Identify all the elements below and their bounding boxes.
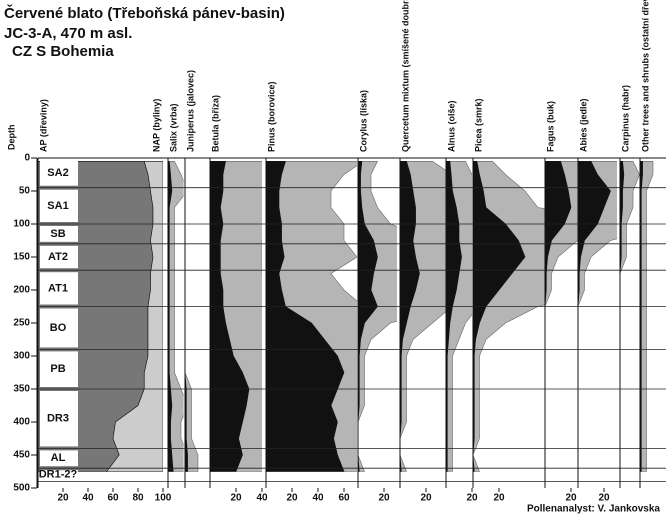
credit: Pollenanalyst: V. Jankovska [527,504,660,515]
series-name: NAP (byliny) [151,99,161,152]
zone-label-box [40,470,78,480]
x-tick-label: 20 [420,493,432,504]
exaggerated-area [620,161,640,472]
zone-label-box [40,160,78,186]
x-tick-label: 40 [312,493,324,504]
pollen-area [210,161,250,472]
zone-label: BO [50,322,67,334]
pollen-area [545,161,572,472]
y-tick-label: 100 [13,219,30,230]
pollen-area [358,161,378,472]
pollen-area [578,161,611,472]
y-tick-label: 250 [13,318,30,329]
series-name: Betula (bříza) [210,95,220,152]
x-tick-label: 20 [598,493,610,504]
series-name: Pinus (borovice) [266,81,276,152]
pollen-area [266,161,345,472]
zone-label-box [40,226,78,242]
pollen-area [620,161,625,472]
series-name: Salix (vrba) [168,103,178,152]
pollen-area [473,161,526,472]
y-axis-label: Depth [6,125,16,151]
y-tick-label: 450 [13,450,30,461]
zone-label: SA1 [47,200,68,212]
zone-label-box [40,189,78,222]
y-tick-label: 400 [13,417,30,428]
x-tick-label: 60 [338,493,350,504]
pollen-area [400,161,420,472]
pollen-area [106,161,163,472]
zone-label: PB [50,363,65,375]
y-tick-label: 200 [13,285,30,296]
pollen-area [640,161,643,472]
x-tick-label: 100 [155,493,172,504]
series-name: Juniperus (jalovec) [185,70,195,152]
zone-label: AT2 [48,251,68,263]
pollen-area [168,161,174,472]
zone-label-box [40,391,78,447]
series-name: Corylus (líska) [358,90,368,152]
chart-subtitle: JC-3-A, 470 m asl. [4,25,132,42]
x-tick-label: 80 [132,493,144,504]
exaggerated-area [185,161,199,472]
exaggerated-area [640,161,654,472]
zone-label: AL [51,452,66,464]
series-name: Quercetum mixtum (smíšené doubravy) [400,0,410,152]
series-name: Other trees and shrubs (ostatní dřeviny … [640,0,650,152]
zone-label: SB [50,228,65,240]
zone-label: DR1-2? [39,469,78,481]
zone-label: DR3 [47,413,69,425]
pollen-area [446,161,462,472]
series-name: Abies (jedle) [578,98,588,152]
zone-label-box [40,308,78,348]
x-tick-label: 40 [82,493,94,504]
x-tick-label: 20 [466,493,478,504]
zone-label: AT1 [48,282,68,294]
x-tick-label: 20 [378,493,390,504]
zone-label-box [40,245,78,269]
x-tick-label: 20 [286,493,298,504]
y-tick-label: 350 [13,384,30,395]
series-name: AP (dřeviny) [38,99,48,152]
y-tick-label: 50 [19,186,31,197]
x-tick-label: 20 [57,493,69,504]
x-tick-label: 20 [230,493,242,504]
series-name: Alnus (olše) [446,100,456,152]
zone-label: SA2 [47,167,68,179]
x-tick-label: 60 [107,493,119,504]
x-tick-label: 20 [493,493,505,504]
y-tick-label: 0 [24,153,30,164]
x-tick-label: 40 [256,493,268,504]
region: CZ S Bohemia [12,43,114,60]
zone-label-box [40,450,78,467]
y-tick-label: 300 [13,351,30,362]
x-tick-label: 20 [565,493,577,504]
zone-label-box [40,351,78,387]
exaggerated-area [168,161,184,472]
series-name: Fagus (buk) [545,101,555,152]
y-tick-label: 500 [13,483,30,494]
series-name: Carpinus (habr) [620,85,630,152]
series-name: Picea (smrk) [473,98,483,152]
chart-title: Červené blato (Třeboňská pánev-basin) [4,4,285,22]
pollen-area [185,161,188,472]
exaggerated-area [578,161,617,472]
y-tick-label: 150 [13,252,30,263]
zone-label-box [40,272,78,305]
